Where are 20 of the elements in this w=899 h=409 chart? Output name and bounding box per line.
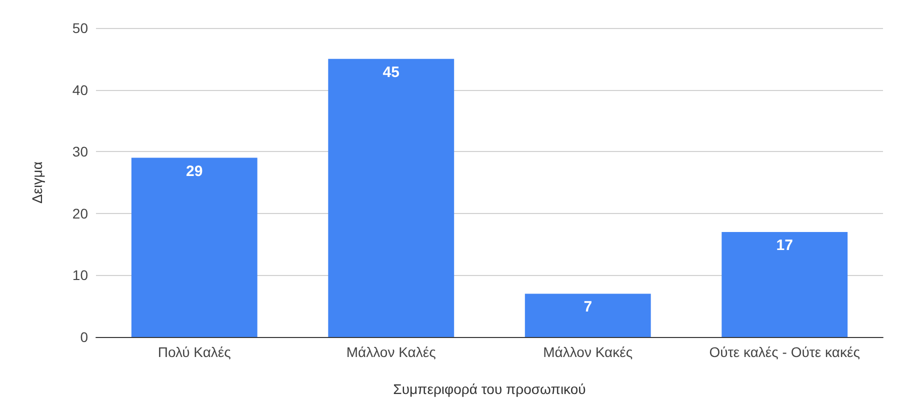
y-tick-label: 50	[72, 20, 88, 36]
x-axis-title: Συμπεριφορά του προσωπικού	[393, 381, 586, 397]
data-label: 17	[776, 236, 793, 254]
x-tick-label: Ούτε καλές - Ούτε κακές	[709, 344, 860, 360]
data-label: 29	[186, 162, 203, 180]
y-axis-title: Δειγμα	[29, 162, 45, 204]
y-tick-label: 40	[72, 82, 88, 98]
bar	[524, 294, 651, 337]
y-tick-label: 30	[72, 144, 88, 160]
x-tick-label: Πολύ Καλές	[158, 344, 232, 360]
x-tick-label: Μάλλον Καλές	[346, 344, 436, 360]
y-tick-label: 10	[72, 267, 88, 284]
y-tick-label: 20	[72, 205, 88, 222]
data-label: 45	[382, 64, 400, 81]
bar	[722, 232, 848, 337]
bar	[328, 58, 454, 337]
x-tick-label: Μάλλον Κακές	[543, 344, 633, 360]
bar	[131, 158, 258, 337]
data-label: 7	[584, 298, 592, 316]
y-tick-label: 0	[80, 329, 88, 345]
